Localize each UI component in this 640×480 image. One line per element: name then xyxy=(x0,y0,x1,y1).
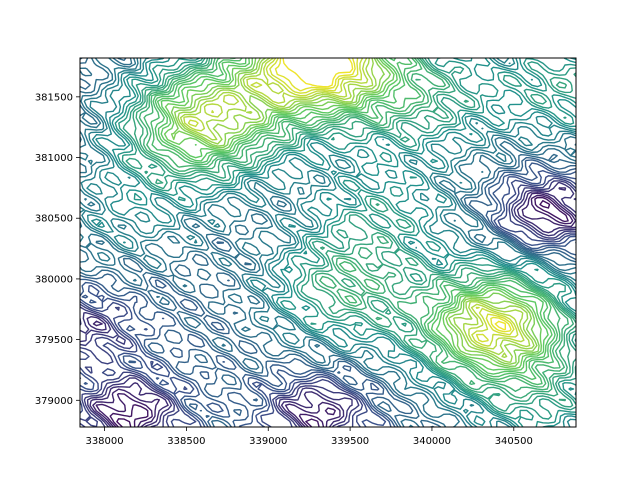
contour-line xyxy=(80,58,576,427)
contour-line xyxy=(170,58,540,367)
plot-frame xyxy=(79,57,577,428)
x-tick-label: 339500 xyxy=(331,436,369,447)
contour-line xyxy=(80,162,576,427)
contour-line xyxy=(95,194,574,427)
x-tick-label: 338000 xyxy=(85,436,123,447)
x-tick-label: 339000 xyxy=(249,436,287,447)
contour-line xyxy=(80,58,576,427)
contour-line xyxy=(274,58,512,333)
contour-line xyxy=(135,58,574,399)
contour-line xyxy=(86,58,576,427)
contour-line xyxy=(86,187,576,427)
x-tick-label: 340500 xyxy=(495,436,533,447)
contour-line xyxy=(111,58,576,427)
contour-line xyxy=(116,200,551,427)
contour-field xyxy=(80,58,576,427)
axis-ticks: 338000 338500 339000 339500 340000 340500 3790… xyxy=(35,92,533,447)
contour-line xyxy=(80,58,576,427)
contour-line xyxy=(177,58,535,363)
contour-line xyxy=(122,58,576,412)
contour-line xyxy=(282,58,506,331)
contour-line xyxy=(80,58,576,427)
y-tick-label: 381000 xyxy=(35,153,73,164)
contour-line xyxy=(92,192,576,427)
contour-line xyxy=(109,196,569,427)
contour-line xyxy=(80,159,576,427)
contour-line xyxy=(156,58,553,375)
x-tick-label: 340000 xyxy=(413,436,451,447)
contour-line xyxy=(132,58,576,402)
contour-line xyxy=(80,58,576,427)
contour-line xyxy=(179,58,531,358)
contour-line xyxy=(80,181,576,427)
contour-line xyxy=(80,170,576,427)
contour-line xyxy=(187,58,519,347)
y-tick-label: 379500 xyxy=(35,335,73,346)
contour-line xyxy=(150,58,559,386)
contour-line xyxy=(183,58,525,350)
contour-line xyxy=(160,58,549,371)
contour-line xyxy=(80,175,576,427)
contour-line xyxy=(154,58,556,381)
contour-line xyxy=(138,58,569,392)
contour-line xyxy=(80,177,576,427)
contour-line xyxy=(163,58,542,370)
contour-line xyxy=(114,58,576,427)
y-tick-label: 381500 xyxy=(35,92,73,103)
contour-line xyxy=(269,58,515,343)
contour-line xyxy=(143,58,561,388)
contour-line xyxy=(118,58,576,420)
x-tick-label: 338500 xyxy=(167,436,205,447)
y-tick-label: 380000 xyxy=(35,274,73,285)
contour-line xyxy=(174,58,538,365)
contour-line xyxy=(91,58,576,427)
y-tick-label: 379000 xyxy=(35,396,73,407)
y-tick-label: 380500 xyxy=(35,214,73,225)
